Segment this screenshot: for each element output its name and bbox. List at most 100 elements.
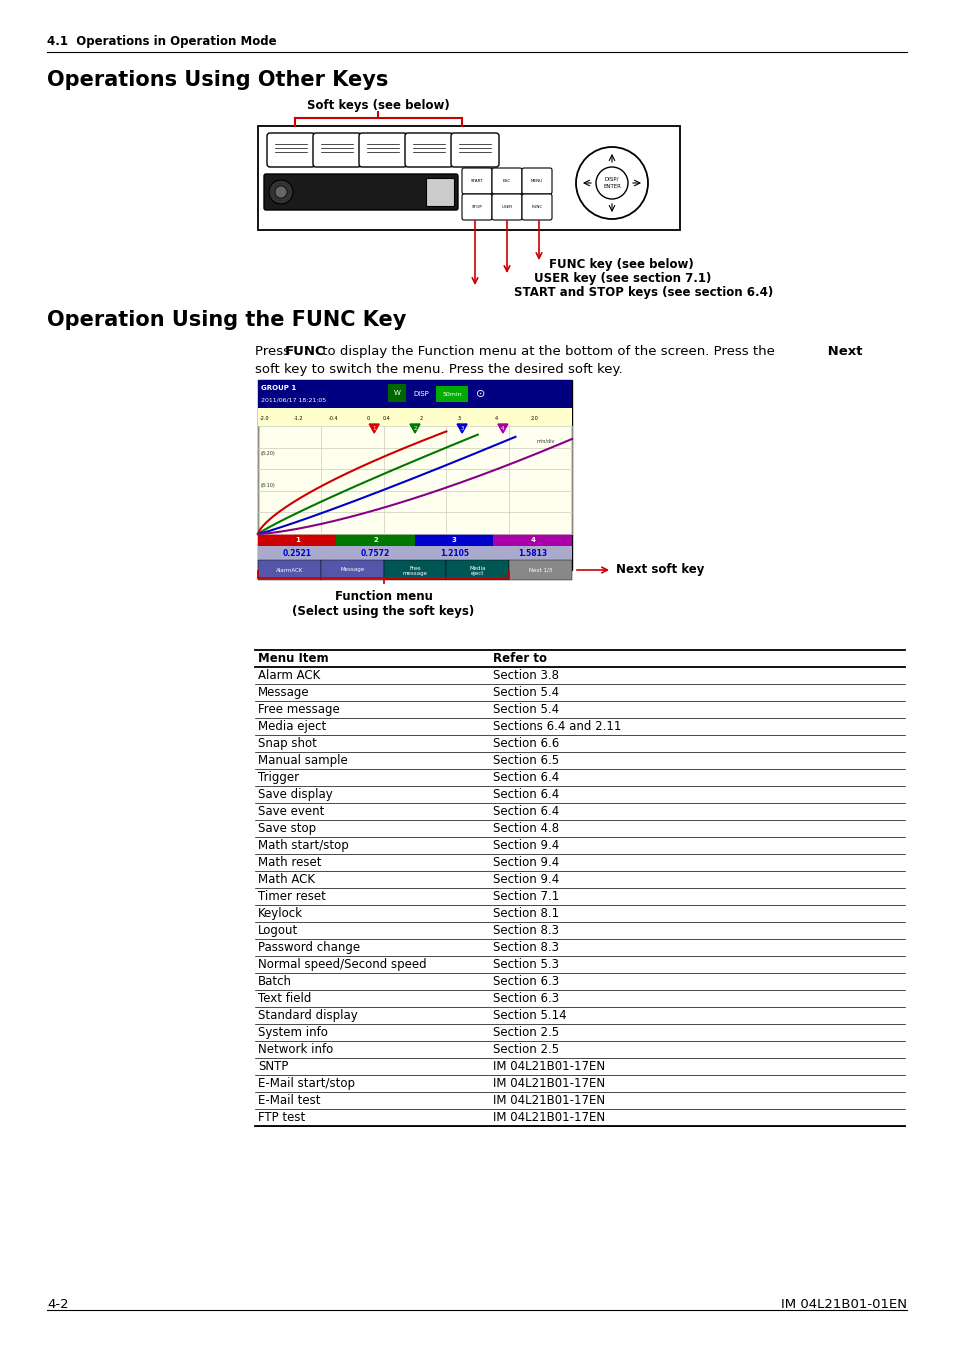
Bar <box>383 560 446 580</box>
Text: Snap shot: Snap shot <box>257 737 316 751</box>
Text: 2.0: 2.0 <box>530 416 537 420</box>
Text: 0: 0 <box>366 416 369 420</box>
Text: IM 04L21B01-17EN: IM 04L21B01-17EN <box>493 1111 604 1125</box>
Circle shape <box>274 186 287 198</box>
FancyBboxPatch shape <box>461 194 492 220</box>
Text: E-Mail start/stop: E-Mail start/stop <box>257 1077 355 1089</box>
Text: Keylock: Keylock <box>257 907 303 919</box>
FancyBboxPatch shape <box>358 134 407 167</box>
Circle shape <box>576 147 647 219</box>
Bar <box>415 535 493 545</box>
Text: FUNC: FUNC <box>531 205 542 209</box>
Text: USER: USER <box>501 205 512 209</box>
Text: Section 6.3: Section 6.3 <box>493 992 558 1004</box>
Text: Press: Press <box>254 346 294 358</box>
Text: ENTER: ENTER <box>602 184 620 189</box>
FancyBboxPatch shape <box>492 167 521 194</box>
Text: Section 4.8: Section 4.8 <box>493 822 558 836</box>
Bar <box>257 535 336 545</box>
Text: Free message: Free message <box>257 703 339 716</box>
Text: GROUP 1: GROUP 1 <box>261 385 296 391</box>
Text: Media eject: Media eject <box>257 720 326 733</box>
Text: Section 5.4: Section 5.4 <box>493 686 558 699</box>
FancyBboxPatch shape <box>521 194 552 220</box>
Text: Menu Item: Menu Item <box>257 652 328 666</box>
Text: START and STOP keys (see section 6.4): START and STOP keys (see section 6.4) <box>514 286 773 298</box>
Text: Math reset: Math reset <box>257 856 321 869</box>
Text: Section 9.4: Section 9.4 <box>493 873 558 886</box>
Text: 0.7572: 0.7572 <box>361 548 390 558</box>
Text: 3: 3 <box>452 537 456 543</box>
Text: Text field: Text field <box>257 992 311 1004</box>
FancyBboxPatch shape <box>313 134 360 167</box>
Text: soft key to switch the menu. Press the desired soft key.: soft key to switch the menu. Press the d… <box>254 363 622 377</box>
Text: Password change: Password change <box>257 941 359 954</box>
Text: 4: 4 <box>500 427 504 432</box>
Circle shape <box>596 167 627 198</box>
Bar <box>320 560 383 580</box>
Bar <box>257 545 572 560</box>
Text: DISP/: DISP/ <box>604 177 618 181</box>
Text: to display the Function menu at the bottom of the screen. Press the: to display the Function menu at the bott… <box>317 346 774 358</box>
Text: Function menu
(Select using the soft keys): Function menu (Select using the soft key… <box>293 590 475 618</box>
Text: eject: eject <box>471 571 484 576</box>
Text: Manual sample: Manual sample <box>257 755 348 767</box>
Polygon shape <box>410 424 419 433</box>
Text: Next: Next <box>822 346 862 358</box>
Text: IM 04L21B01-17EN: IM 04L21B01-17EN <box>493 1094 604 1107</box>
Text: Normal speed/Second speed: Normal speed/Second speed <box>257 958 426 971</box>
FancyBboxPatch shape <box>264 174 457 211</box>
Text: Section 5.3: Section 5.3 <box>493 958 558 971</box>
Text: SNTP: SNTP <box>257 1060 288 1073</box>
Text: Network info: Network info <box>257 1044 333 1056</box>
Bar <box>426 178 454 207</box>
Text: Batch: Batch <box>257 975 292 988</box>
Text: Save display: Save display <box>257 788 333 801</box>
Text: Timer reset: Timer reset <box>257 890 326 903</box>
Text: Section 2.5: Section 2.5 <box>493 1026 558 1040</box>
Bar <box>257 126 679 230</box>
Text: Section 8.3: Section 8.3 <box>493 923 558 937</box>
Text: Section 8.1: Section 8.1 <box>493 907 558 919</box>
Text: (8:20): (8:20) <box>261 451 275 455</box>
Text: Section 6.4: Section 6.4 <box>493 805 558 818</box>
Text: Section 9.4: Section 9.4 <box>493 838 558 852</box>
Text: message: message <box>402 571 427 576</box>
Text: 1.2105: 1.2105 <box>439 548 468 558</box>
Text: MENU: MENU <box>531 180 542 184</box>
Text: Section 6.4: Section 6.4 <box>493 788 558 801</box>
Bar <box>388 383 406 402</box>
FancyBboxPatch shape <box>451 134 498 167</box>
Text: ESC: ESC <box>502 180 511 184</box>
Text: Section 8.3: Section 8.3 <box>493 941 558 954</box>
Text: Save event: Save event <box>257 805 324 818</box>
Text: Media: Media <box>469 566 485 571</box>
FancyBboxPatch shape <box>492 194 521 220</box>
Text: 0.2521: 0.2521 <box>282 548 312 558</box>
Text: 1: 1 <box>372 427 375 432</box>
Text: Free: Free <box>409 566 420 571</box>
Bar <box>493 535 572 545</box>
Text: Standard display: Standard display <box>257 1008 357 1022</box>
Text: 4.1  Operations in Operation Mode: 4.1 Operations in Operation Mode <box>47 35 276 49</box>
Text: USER key (see section 7.1): USER key (see section 7.1) <box>534 271 711 285</box>
Text: 1.5813: 1.5813 <box>517 548 547 558</box>
Text: (8:10): (8:10) <box>261 483 275 487</box>
Text: FTP test: FTP test <box>257 1111 305 1125</box>
Text: 3: 3 <box>460 427 463 432</box>
Text: Next soft key: Next soft key <box>616 563 703 576</box>
Bar <box>257 408 572 427</box>
Text: STOP: STOP <box>471 205 482 209</box>
Text: 2: 2 <box>413 427 416 432</box>
Text: Math start/stop: Math start/stop <box>257 838 349 852</box>
Bar <box>446 560 509 580</box>
FancyBboxPatch shape <box>521 167 552 194</box>
Text: Section 5.4: Section 5.4 <box>493 703 558 716</box>
Text: 3: 3 <box>456 416 460 420</box>
Text: Save stop: Save stop <box>257 822 315 836</box>
Text: Sections 6.4 and 2.11: Sections 6.4 and 2.11 <box>493 720 620 733</box>
Text: Section 6.5: Section 6.5 <box>493 755 558 767</box>
Text: 2: 2 <box>419 416 422 420</box>
Text: FUNC: FUNC <box>285 346 325 358</box>
Text: FUNC key (see below): FUNC key (see below) <box>548 258 693 271</box>
